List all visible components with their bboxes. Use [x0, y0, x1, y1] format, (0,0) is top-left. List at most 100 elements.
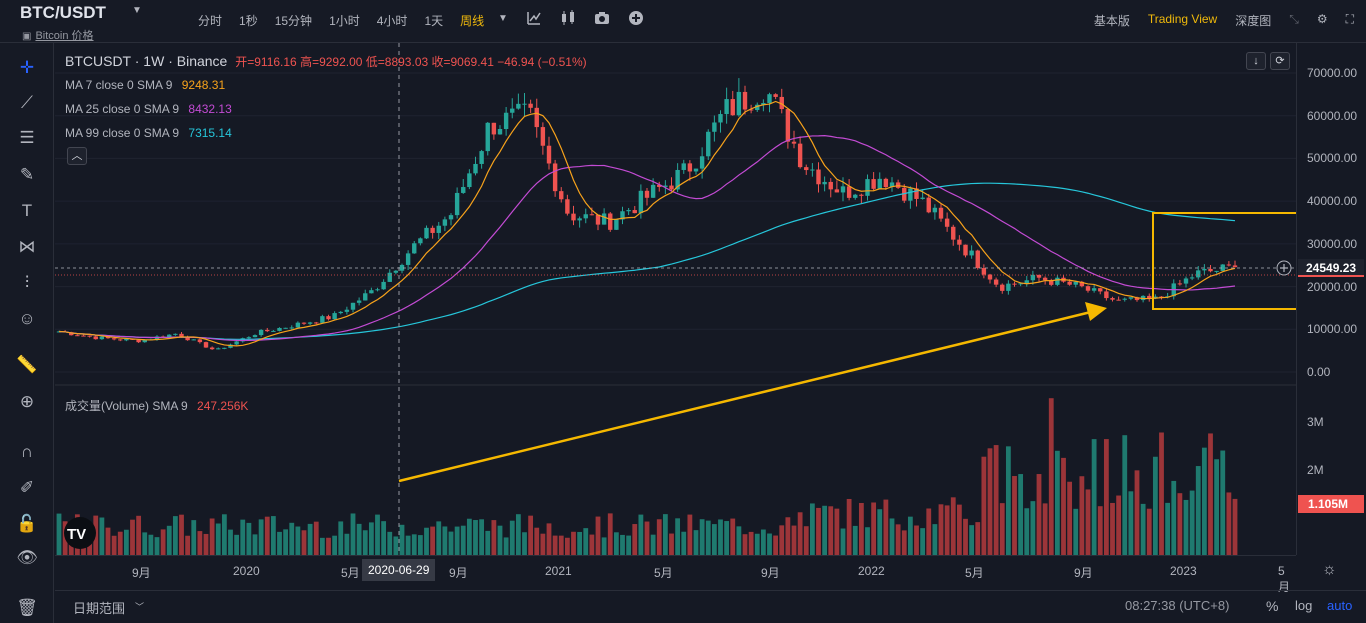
auto-toggle[interactable]: auto — [1327, 598, 1353, 613]
time-tick: 2020 — [233, 564, 260, 578]
crosshair-icon[interactable]: ✛ — [19, 58, 35, 77]
more-intervals-icon[interactable]: ▼ — [498, 13, 508, 24]
lock-icon[interactable]: 🔓 — [16, 514, 38, 533]
candle-body — [632, 210, 637, 214]
view-depth[interactable]: 深度图 — [1235, 14, 1272, 28]
candle-body — [608, 213, 613, 230]
collapse-legend-button[interactable]: ︿ — [67, 147, 87, 165]
candle-body — [846, 186, 852, 198]
volume-bar — [430, 526, 436, 555]
settings-icon[interactable]: ⚙ — [1316, 12, 1328, 26]
pair-dropdown-icon[interactable]: ▼ — [132, 5, 142, 16]
volume-bar — [1005, 446, 1011, 555]
candle-body — [565, 199, 570, 214]
volume-bar — [1024, 508, 1030, 555]
volume-bar — [1159, 432, 1164, 555]
volume-value: 247.256K — [197, 399, 249, 413]
emoji-icon[interactable]: ☺ — [18, 309, 36, 328]
volume-bar — [822, 505, 828, 555]
horizontal-lines-icon[interactable]: ☰ — [19, 128, 35, 147]
chart-type-icon[interactable] — [560, 10, 576, 26]
candle-body — [1006, 283, 1011, 291]
zoom-icon[interactable]: ⊕ — [19, 392, 35, 411]
pair-subtitle[interactable]: ▣ Bitcoin 价格 — [22, 27, 94, 43]
ruler-icon[interactable]: 📏 — [16, 355, 38, 374]
candle-body — [1196, 270, 1201, 278]
date-range-button[interactable]: 日期范围 — [73, 601, 126, 616]
add-alert-button[interactable] — [1276, 260, 1292, 276]
candle-body — [473, 163, 478, 174]
interval-1h[interactable]: 1小时 — [329, 14, 360, 28]
view-basic[interactable]: 基本版 — [1093, 14, 1130, 28]
candle-body — [583, 214, 588, 219]
text-icon[interactable]: T — [21, 201, 33, 220]
candle-body — [724, 99, 729, 115]
interval-tick[interactable]: 分时 — [198, 14, 223, 28]
date-range-caret-icon[interactable]: ﹀ — [135, 602, 145, 612]
fullscreen-icon[interactable]: ⛶ — [1345, 12, 1354, 26]
candle-body — [908, 188, 913, 201]
time-axis[interactable]: 9月 2020 5月 9月 2021 5月 9月 2022 5月 9月 2023 5月 2020-06-… — [55, 555, 1296, 594]
collapse-icon[interactable]: ⤡ — [1289, 12, 1299, 26]
interval-1d[interactable]: 1天 — [424, 14, 444, 28]
indicators-icon[interactable] — [526, 10, 542, 26]
candle-body — [332, 313, 337, 320]
volume-bar — [534, 527, 540, 555]
candle-body — [209, 347, 215, 350]
candle-body — [577, 218, 582, 221]
trash-icon[interactable]: 🗑 — [16, 598, 38, 617]
interval-selector: 分时 1秒 15分钟 1小时 4小时 1天 周线 — [198, 12, 501, 29]
price-chart[interactable]: TV — [55, 43, 1296, 555]
volume-bar — [270, 516, 276, 555]
pair-title[interactable]: BTC/USDT — [20, 3, 106, 22]
candle-body — [191, 339, 196, 341]
candle-body — [540, 127, 546, 146]
percent-toggle[interactable]: % — [1266, 598, 1279, 614]
volume-bar — [172, 516, 178, 555]
candle-body — [491, 122, 497, 135]
candle-body — [993, 279, 999, 285]
candle-body — [497, 129, 503, 135]
volume-bar — [638, 514, 644, 555]
candle-body — [657, 184, 662, 187]
volume-bar — [816, 507, 821, 555]
price-axis[interactable]: 70000.00 60000.00 50000.00 40000.00 30000.00… — [1296, 43, 1366, 555]
log-toggle[interactable]: log — [1295, 598, 1313, 613]
candle-body — [222, 347, 227, 349]
volume-bar — [662, 514, 668, 555]
interval-1s[interactable]: 1秒 — [239, 14, 258, 28]
ma7-legend[interactable]: MA 7 close 0 SMA 9 9248.31 — [65, 78, 225, 92]
volume-bar — [509, 520, 515, 555]
volume-bar — [264, 516, 270, 555]
candle-body — [595, 214, 601, 225]
trendline-icon[interactable]: ⟋ — [21, 93, 33, 112]
lock-drawing-icon[interactable]: ✐ — [19, 478, 35, 497]
candle-body — [601, 213, 607, 225]
time-axis-settings-icon[interactable]: ☼ — [1322, 561, 1337, 578]
ma99-legend[interactable]: MA 99 close 0 SMA 9 7315.14 — [65, 126, 232, 140]
camera-icon[interactable] — [594, 10, 610, 26]
volume-bar — [803, 526, 809, 555]
scroll-down-button[interactable]: ↓ — [1246, 52, 1266, 70]
interval-1w[interactable]: 周线 — [460, 14, 485, 28]
symbol-legend: BTCUSDT · 1W · Binance 开=9116.16 高=9292.… — [65, 53, 587, 70]
pattern-icon[interactable]: ⋈ — [18, 237, 36, 256]
interval-4h[interactable]: 4小时 — [376, 14, 408, 28]
reset-view-button[interactable]: ⟳ — [1270, 52, 1290, 70]
add-icon[interactable] — [628, 10, 644, 26]
volume-bar — [828, 506, 834, 555]
candle-body — [644, 190, 650, 198]
volume-bar — [736, 526, 742, 555]
interval-15m[interactable]: 15分钟 — [274, 14, 313, 28]
candle-body — [718, 114, 723, 123]
volume-legend[interactable]: 成交量(Volume) SMA 9 247.256K — [65, 397, 248, 414]
volume-bar — [754, 533, 760, 555]
magnet-icon[interactable]: ∩ — [20, 442, 34, 461]
bitcoin-price-link[interactable]: Bitcoin 价格 — [35, 30, 94, 42]
eye-icon[interactable]: 👁 — [16, 548, 38, 567]
view-tradingview[interactable]: Trading View — [1147, 12, 1218, 26]
brush-icon[interactable]: ✎ — [19, 165, 35, 184]
candle-body — [730, 99, 735, 116]
ma25-legend[interactable]: MA 25 close 0 SMA 9 8432.13 — [65, 102, 232, 116]
prediction-icon[interactable]: ⫶ — [24, 273, 30, 292]
